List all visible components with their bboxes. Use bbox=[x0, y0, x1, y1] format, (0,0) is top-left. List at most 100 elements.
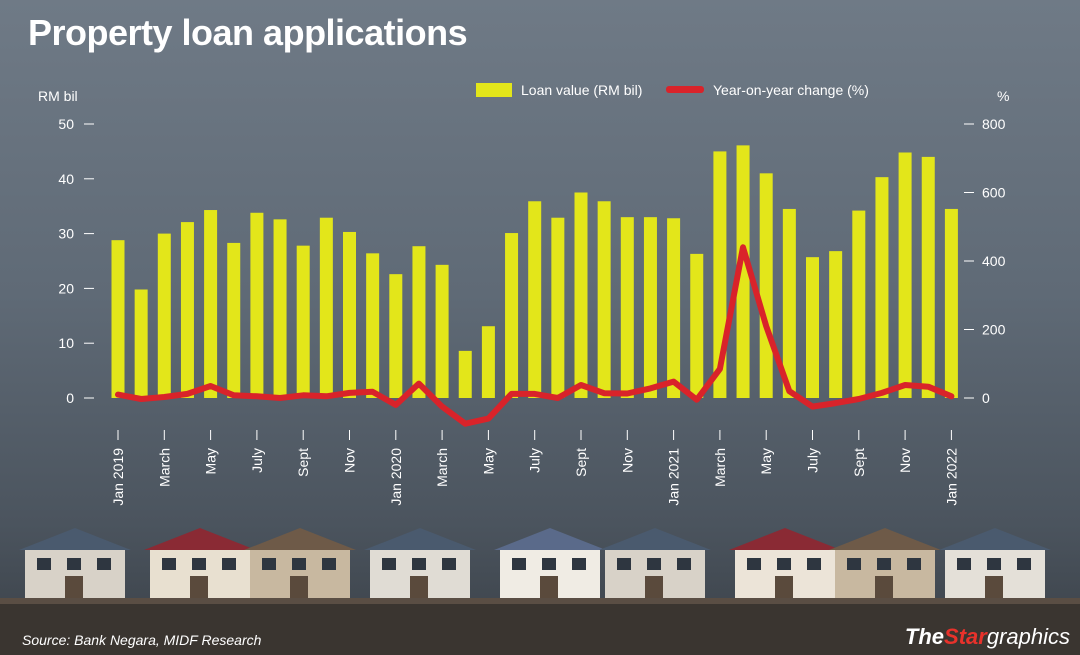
x-tick-label: March bbox=[156, 448, 172, 487]
bar-series bbox=[111, 145, 958, 398]
brand-logo: TheStargraphics bbox=[905, 624, 1070, 650]
bar bbox=[157, 233, 171, 398]
house-window bbox=[877, 558, 891, 570]
house-window bbox=[572, 558, 586, 570]
bar bbox=[505, 233, 519, 398]
house-window bbox=[777, 558, 791, 570]
chart-legend: Loan value (RM bil) Year-on-year change … bbox=[476, 82, 869, 98]
bar bbox=[296, 245, 310, 398]
bar bbox=[250, 212, 264, 398]
bar bbox=[921, 156, 935, 398]
bar bbox=[366, 253, 380, 398]
house-door bbox=[290, 576, 308, 598]
bar bbox=[690, 253, 704, 398]
bar bbox=[736, 145, 750, 398]
x-tick-label: July bbox=[527, 448, 543, 473]
bar bbox=[898, 152, 912, 398]
left-tick-label: 50 bbox=[58, 116, 74, 132]
right-axis-unit-label: % bbox=[997, 88, 1009, 104]
house-window bbox=[957, 558, 971, 570]
bar bbox=[180, 222, 194, 398]
x-tick-label: Jan 2022 bbox=[943, 448, 959, 506]
bar bbox=[273, 219, 287, 398]
x-tick-label: Nov bbox=[897, 448, 913, 473]
right-axis: 0 200 400 600 800 bbox=[964, 116, 1006, 406]
house-door bbox=[875, 576, 893, 598]
right-tick-label: 600 bbox=[982, 185, 1006, 201]
right-tick-label: 200 bbox=[982, 322, 1006, 338]
x-tick-label: Nov bbox=[342, 448, 358, 473]
house-window bbox=[807, 558, 821, 570]
legend-line-swatch bbox=[666, 86, 704, 93]
left-tick-label: 10 bbox=[58, 335, 74, 351]
house-window bbox=[322, 558, 336, 570]
left-tick-label: 30 bbox=[58, 226, 74, 242]
house-roof bbox=[494, 528, 606, 550]
x-tick-label: Sept bbox=[573, 448, 589, 477]
house-roof bbox=[144, 528, 256, 550]
x-tick-label: Jan 2019 bbox=[110, 448, 126, 506]
bar bbox=[782, 208, 796, 398]
house-window bbox=[412, 558, 426, 570]
house-door bbox=[65, 576, 83, 598]
legend-bar-swatch bbox=[476, 83, 512, 97]
bar bbox=[528, 201, 542, 398]
house-roof bbox=[729, 528, 841, 550]
house-window bbox=[1017, 558, 1031, 570]
house-window bbox=[442, 558, 456, 570]
house-roof bbox=[939, 528, 1051, 550]
bar bbox=[204, 210, 218, 398]
x-tick-label: Jan 2021 bbox=[666, 448, 682, 506]
house-roof bbox=[244, 528, 356, 550]
x-tick-label: July bbox=[805, 448, 821, 473]
left-axis-unit-label: RM bil bbox=[38, 88, 78, 104]
house-door bbox=[410, 576, 428, 598]
houses-illustration bbox=[0, 528, 1080, 655]
bar bbox=[643, 217, 657, 398]
house-window bbox=[262, 558, 276, 570]
bar bbox=[551, 217, 565, 398]
house-door bbox=[985, 576, 1003, 598]
house-window bbox=[677, 558, 691, 570]
x-tick-label: March bbox=[434, 448, 450, 487]
bar bbox=[389, 274, 403, 398]
house-roof bbox=[599, 528, 711, 550]
left-tick-label: 20 bbox=[58, 280, 74, 296]
house-window bbox=[747, 558, 761, 570]
legend-line-label: Year-on-year change (%) bbox=[713, 82, 869, 98]
house-window bbox=[512, 558, 526, 570]
brand-part-2: Star bbox=[944, 624, 987, 649]
house-door bbox=[190, 576, 208, 598]
x-tick-label: May bbox=[758, 448, 774, 474]
left-tick-label: 0 bbox=[66, 390, 74, 406]
house-window bbox=[617, 558, 631, 570]
x-tick-label: Nov bbox=[619, 448, 635, 473]
left-axis: 0 10 20 30 40 50 bbox=[58, 116, 94, 406]
house-window bbox=[292, 558, 306, 570]
bar bbox=[481, 326, 495, 398]
house-door bbox=[775, 576, 793, 598]
bar bbox=[343, 231, 356, 398]
bar bbox=[759, 173, 773, 398]
bar bbox=[134, 289, 148, 398]
house-roof bbox=[364, 528, 476, 550]
house-window bbox=[162, 558, 176, 570]
house-roof bbox=[19, 528, 131, 550]
bar bbox=[111, 240, 125, 398]
line-series bbox=[115, 244, 955, 427]
right-tick-label: 400 bbox=[982, 253, 1006, 269]
bar bbox=[412, 246, 426, 398]
bar bbox=[574, 192, 588, 398]
house-window bbox=[542, 558, 556, 570]
x-tick-label: May bbox=[480, 448, 496, 474]
x-axis: Jan 2019 March May July Sept Nov Jan 2020 March… bbox=[110, 430, 959, 506]
bar bbox=[829, 251, 843, 398]
bar bbox=[852, 210, 866, 398]
brand-part-3: graphics bbox=[986, 624, 1070, 649]
house-window bbox=[192, 558, 206, 570]
house-window bbox=[67, 558, 81, 570]
chart-title: Property loan applications bbox=[28, 12, 468, 53]
bar bbox=[944, 208, 958, 398]
right-tick-label: 800 bbox=[982, 116, 1006, 132]
